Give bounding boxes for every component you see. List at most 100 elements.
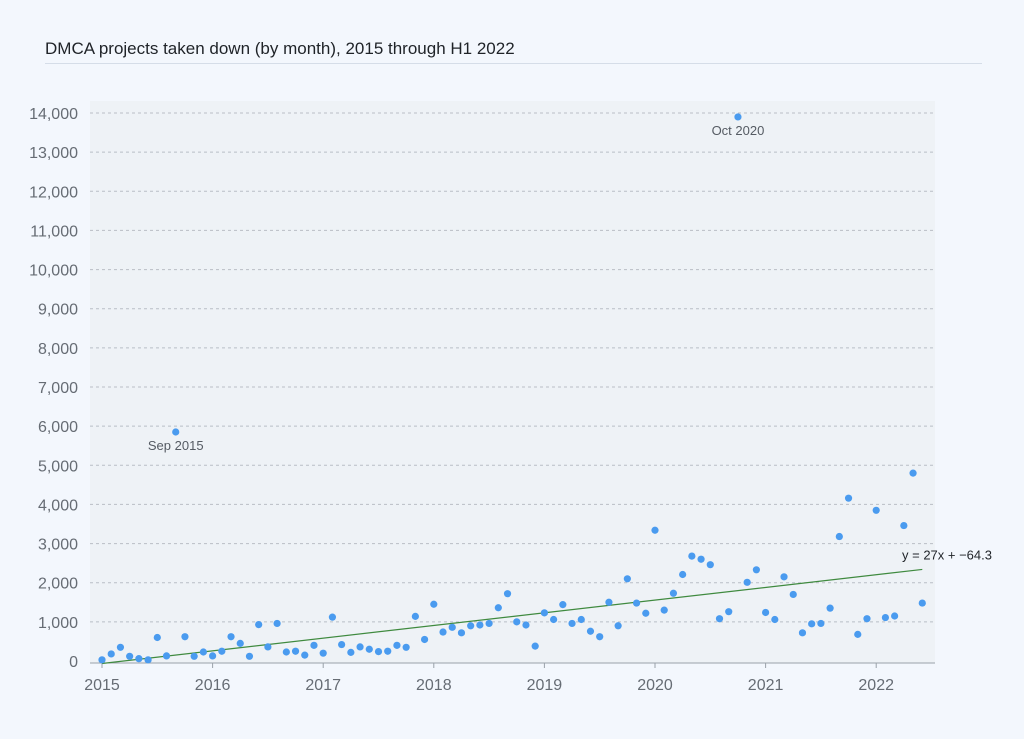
data-point	[365, 645, 373, 653]
data-point	[411, 612, 419, 620]
y-tick-label: 9,000	[38, 302, 78, 319]
data-point	[448, 623, 456, 631]
data-point	[808, 620, 816, 628]
x-tick-label: 2021	[748, 677, 784, 694]
y-tick-label: 12,000	[29, 184, 78, 201]
plot-area	[90, 101, 935, 663]
data-point	[485, 619, 493, 628]
data-point	[734, 113, 742, 121]
x-tick-label: 2020	[637, 677, 673, 694]
data-point	[826, 604, 834, 612]
title-divider	[45, 63, 982, 64]
data-point	[384, 647, 392, 655]
y-tick-label: 6,000	[38, 419, 78, 436]
data-point	[310, 641, 318, 649]
data-point	[181, 633, 189, 641]
data-point	[98, 656, 106, 664]
data-point	[356, 643, 364, 651]
data-point	[789, 590, 797, 599]
data-point	[697, 555, 705, 563]
data-point	[798, 629, 807, 637]
data-point	[577, 615, 585, 624]
data-point	[586, 627, 595, 635]
point-annotation: Sep 2015	[148, 438, 204, 453]
data-point	[835, 532, 843, 541]
data-point	[430, 600, 438, 608]
data-point	[863, 615, 871, 623]
y-tick-label: 5,000	[38, 458, 78, 475]
data-point	[199, 648, 207, 656]
trendline-equation: y = 27x + −64.3	[902, 547, 992, 562]
y-tick-label: 4,000	[38, 497, 78, 514]
data-point	[559, 601, 567, 609]
data-point	[172, 428, 180, 436]
x-tick-label: 2017	[305, 677, 341, 694]
data-point	[503, 590, 512, 598]
y-tick-label: 1,000	[38, 615, 78, 632]
data-point	[402, 643, 410, 651]
data-point	[190, 652, 198, 660]
data-point	[347, 648, 355, 656]
data-point	[393, 641, 401, 649]
data-point	[651, 526, 659, 534]
data-point	[872, 506, 880, 514]
data-point	[688, 552, 696, 560]
data-point	[568, 619, 576, 628]
y-tick-label: 14,000	[29, 106, 78, 123]
data-point	[660, 606, 668, 614]
data-point	[126, 652, 134, 660]
data-point	[725, 608, 733, 616]
data-point	[891, 612, 899, 620]
data-point	[162, 652, 171, 660]
data-point	[227, 633, 235, 641]
data-point	[209, 652, 217, 660]
data-point	[439, 628, 447, 636]
data-point	[301, 651, 309, 659]
data-point	[144, 656, 152, 664]
data-point	[780, 573, 788, 581]
data-point	[706, 561, 714, 569]
data-point	[900, 521, 908, 530]
data-point	[540, 609, 549, 617]
data-point	[623, 575, 631, 583]
data-point	[513, 618, 521, 626]
data-point	[752, 566, 760, 574]
data-point	[909, 469, 917, 477]
data-point	[743, 578, 751, 586]
data-point	[715, 615, 724, 623]
data-point	[457, 629, 466, 637]
y-tick-label: 3,000	[38, 537, 78, 554]
data-point	[374, 648, 383, 656]
data-point	[328, 613, 337, 621]
y-tick-label: 2,000	[38, 576, 78, 593]
chart-title: DMCA projects taken down (by month), 201…	[45, 39, 515, 58]
y-tick-label: 0	[69, 654, 78, 671]
data-point	[338, 640, 346, 649]
data-point	[236, 639, 244, 647]
data-point	[245, 652, 254, 660]
data-point	[844, 494, 853, 502]
data-point	[881, 613, 890, 622]
data-point	[918, 599, 926, 607]
data-point	[282, 648, 290, 656]
x-tick-label: 2016	[195, 677, 231, 694]
data-point	[522, 621, 530, 629]
data-point	[476, 621, 484, 629]
x-tick-label: 2019	[527, 677, 563, 694]
data-point	[107, 650, 115, 658]
data-point	[642, 609, 650, 617]
data-point	[255, 620, 263, 629]
y-tick-label: 8,000	[38, 341, 78, 358]
data-point	[273, 619, 281, 628]
data-point	[762, 608, 770, 617]
y-tick-label: 13,000	[29, 145, 78, 162]
data-point	[467, 622, 475, 630]
data-point	[153, 633, 161, 642]
x-tick-label: 2015	[84, 677, 120, 694]
x-tick-label: 2018	[416, 677, 452, 694]
data-point	[614, 622, 622, 630]
data-point	[771, 615, 779, 624]
data-point	[550, 615, 558, 624]
